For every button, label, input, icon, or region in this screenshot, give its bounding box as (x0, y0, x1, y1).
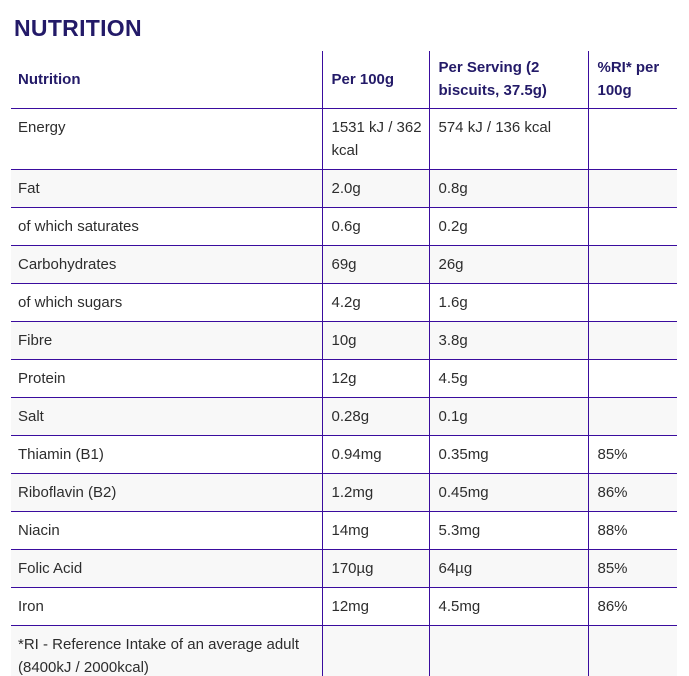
cell-per-serving: 5.3mg (428, 511, 588, 550)
cell-ri-per-100g: 85% (587, 435, 677, 474)
table-row: Folic Acid 170µg 64µg 85% (11, 549, 677, 588)
nutrition-table: Nutrition Per 100g Per Serving (2 biscui… (11, 51, 677, 676)
cell-per-100g: 10g (321, 321, 429, 360)
cell-per-100g: 2.0g (321, 169, 429, 208)
cell-nutrition: Iron (11, 587, 322, 626)
cell-nutrition: Fat (11, 169, 322, 208)
cell-ri-per-100g (587, 108, 677, 170)
cell-per-100g: 12g (321, 359, 429, 398)
nutrition-table-header: Nutrition Per 100g Per Serving (2 biscui… (11, 51, 677, 109)
cell-nutrition: Niacin (11, 511, 322, 550)
column-header-per-100g: Per 100g (321, 51, 429, 109)
cell-ri-per-100g: 86% (587, 473, 677, 512)
column-header-per-serving: Per Serving (2 biscuits, 37.5g) (428, 51, 588, 109)
cell-per-100g: 1531 kJ / 362 kcal (321, 108, 429, 170)
cell-ri-per-100g (587, 207, 677, 246)
cell-ri-per-100g (587, 169, 677, 208)
cell-nutrition: Folic Acid (11, 549, 322, 588)
cell-nutrition: Thiamin (B1) (11, 435, 322, 474)
cell-per-serving: 4.5mg (428, 587, 588, 626)
cell-nutrition: Riboflavin (B2) (11, 473, 322, 512)
cell-ri-per-100g: 86% (587, 587, 677, 626)
cell-per-serving: 1.6g (428, 283, 588, 322)
nutrition-table-body: Energy 1531 kJ / 362 kcal 574 kJ / 136 kca… (11, 108, 677, 676)
cell-nutrition: Protein (11, 359, 322, 398)
cell-ri-per-100g (587, 321, 677, 360)
cell-per-100g: 0.28g (321, 397, 429, 436)
cell-per-serving: 0.2g (428, 207, 588, 246)
cell-nutrition: of which saturates (11, 207, 322, 246)
table-row: Carbohydrates 69g 26g (11, 245, 677, 284)
cell-nutrition: Salt (11, 397, 322, 436)
cell-nutrition: Fibre (11, 321, 322, 360)
cell-per-100g: 0.94mg (321, 435, 429, 474)
cell-per-serving: 0.35mg (428, 435, 588, 474)
cell-per-serving: 0.8g (428, 169, 588, 208)
cell-ri-per-100g (587, 283, 677, 322)
cell-nutrition: Carbohydrates (11, 245, 322, 284)
column-header-ri-per-100g: %RI* per 100g (587, 51, 677, 109)
cell-ri-per-100g (587, 625, 677, 676)
cell-nutrition: Energy (11, 108, 322, 170)
cell-per-serving: 0.45mg (428, 473, 588, 512)
cell-per-100g: 1.2mg (321, 473, 429, 512)
cell-per-100g: 12mg (321, 587, 429, 626)
cell-per-100g (321, 625, 429, 676)
cell-per-serving: 574 kJ / 136 kcal (428, 108, 588, 170)
table-row: Energy 1531 kJ / 362 kcal 574 kJ / 136 kca… (11, 108, 677, 170)
cell-per-100g: 69g (321, 245, 429, 284)
cell-per-100g: 14mg (321, 511, 429, 550)
cell-per-100g: 4.2g (321, 283, 429, 322)
cell-ri-per-100g: 85% (587, 549, 677, 588)
cell-per-serving: 0.1g (428, 397, 588, 436)
header-row: Nutrition Per 100g Per Serving (2 biscui… (11, 51, 677, 109)
cell-per-serving (428, 625, 588, 676)
cell-ri-per-100g: 88% (587, 511, 677, 550)
cell-ri-per-100g (587, 245, 677, 284)
cell-nutrition: of which sugars (11, 283, 322, 322)
table-row: of which saturates 0.6g 0.2g (11, 207, 677, 246)
table-row: Niacin 14mg 5.3mg 88% (11, 511, 677, 550)
table-row: Riboflavin (B2) 1.2mg 0.45mg 86% (11, 473, 677, 512)
table-row: Iron 12mg 4.5mg 86% (11, 587, 677, 626)
cell-per-serving: 26g (428, 245, 588, 284)
cell-ri-per-100g (587, 359, 677, 398)
cell-ri-per-100g (587, 397, 677, 436)
page-title: NUTRITION (14, 15, 142, 41)
table-row: Fibre 10g 3.8g (11, 321, 677, 360)
cell-per-serving: 4.5g (428, 359, 588, 398)
cell-per-serving: 64µg (428, 549, 588, 588)
table-row: Fat 2.0g 0.8g (11, 169, 677, 208)
footnote-row: *RI - Reference Intake of an average adu… (11, 625, 677, 676)
table-row: Salt 0.28g 0.1g (11, 397, 677, 436)
cell-nutrition: *RI - Reference Intake of an average adu… (18, 635, 300, 676)
column-header-nutrition: Nutrition (11, 51, 322, 109)
cell-per-100g: 0.6g (321, 207, 429, 246)
cell-per-100g: 170µg (321, 549, 429, 588)
table-row: Thiamin (B1) 0.94mg 0.35mg 85% (11, 435, 677, 474)
table-row: Protein 12g 4.5g (11, 359, 677, 398)
cell-per-serving: 3.8g (428, 321, 588, 360)
table-row: of which sugars 4.2g 1.6g (11, 283, 677, 322)
